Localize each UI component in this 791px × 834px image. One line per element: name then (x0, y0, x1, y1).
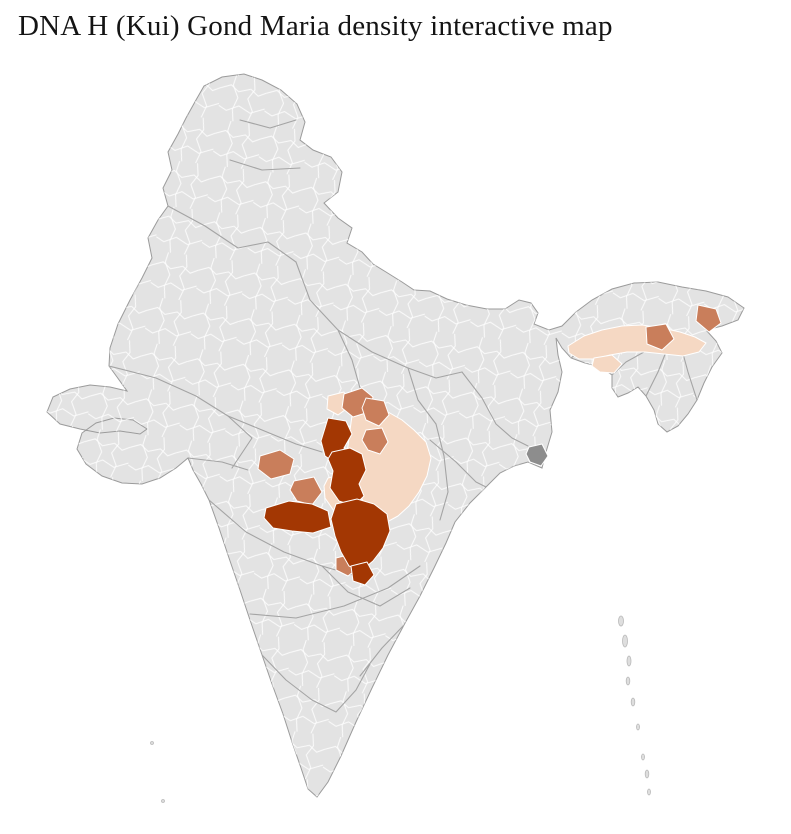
state-border-line (239, 119, 297, 129)
island[interactable] (630, 697, 636, 707)
state-border-line (249, 565, 421, 619)
district-medium-density[interactable] (361, 397, 390, 427)
district-medium-density[interactable] (645, 323, 675, 351)
state-border-line (321, 565, 411, 607)
island[interactable] (150, 741, 154, 745)
state-border-line (261, 654, 371, 713)
island-chain-andaman[interactable] (618, 615, 651, 796)
island[interactable] (161, 799, 165, 803)
district-dark-gray[interactable] (525, 443, 549, 467)
state-border-line (229, 159, 301, 171)
island[interactable] (625, 676, 631, 686)
state-border-line (337, 329, 361, 389)
island[interactable] (641, 753, 645, 761)
district-high-density[interactable] (350, 561, 375, 586)
state-border-line (407, 367, 437, 425)
state-border-line (227, 415, 323, 453)
district-low-density[interactable] (591, 354, 623, 374)
district-medium-density[interactable] (257, 449, 295, 480)
district-medium-density[interactable] (695, 304, 722, 333)
page-title: DNA H (Kui) Gond Maria density interacti… (18, 10, 613, 42)
island[interactable] (622, 634, 628, 648)
island[interactable] (636, 723, 640, 731)
island[interactable] (618, 615, 624, 627)
island-chain-lakshadweep[interactable] (150, 741, 165, 803)
state-border-line (461, 371, 529, 447)
state-borders (108, 119, 698, 713)
island[interactable] (647, 788, 651, 796)
district-high-density[interactable] (330, 498, 391, 572)
state-border-line (167, 205, 297, 263)
density-districts-high (263, 417, 391, 586)
state-border-line (187, 457, 249, 471)
island[interactable] (626, 655, 632, 667)
state-border-line (208, 499, 357, 577)
state-border-line (295, 261, 463, 379)
island[interactable] (644, 769, 650, 779)
state-border-line (681, 349, 698, 401)
district-high-density[interactable] (263, 500, 332, 534)
state-border-line (435, 423, 449, 521)
state-border-line (359, 624, 405, 677)
state-border-line (645, 351, 667, 397)
state-border-line (108, 365, 253, 469)
district-medium-density[interactable] (361, 427, 389, 455)
